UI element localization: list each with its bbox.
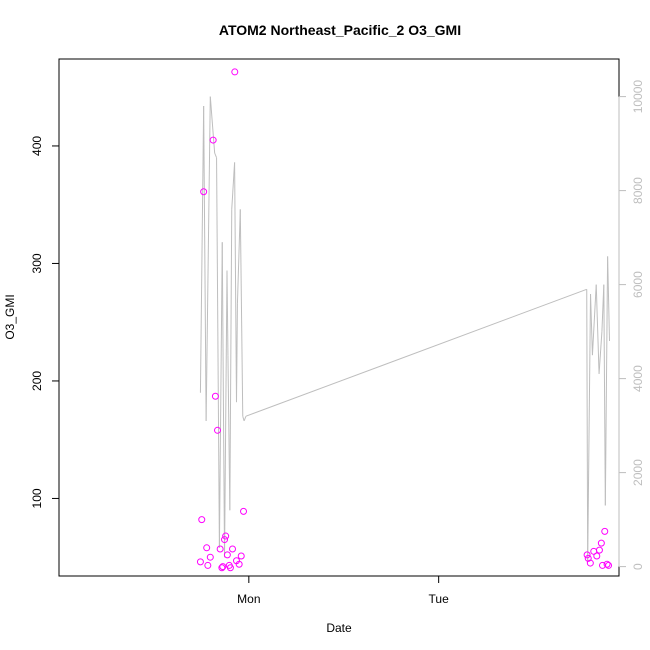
y-axis-label: O3_GMI — [3, 294, 17, 339]
data-point — [226, 564, 234, 572]
line-segment — [590, 293, 593, 356]
line-segment — [587, 293, 592, 562]
data-point — [214, 426, 222, 434]
line-segment — [209, 96, 216, 154]
x-tick-label: Tue — [429, 592, 450, 606]
y2-tick-label: 8000 — [631, 177, 645, 204]
line-segment — [607, 256, 611, 342]
line-segment — [604, 256, 609, 506]
primary-series-points — [196, 68, 613, 572]
data-point — [586, 559, 594, 567]
secondary-series-line — [199, 96, 611, 562]
data-point — [595, 546, 603, 554]
line-segment — [216, 157, 220, 548]
data-point — [222, 532, 230, 540]
line-segment — [226, 270, 229, 356]
data-point — [601, 527, 609, 535]
data-point — [583, 551, 591, 559]
plot-frame — [58, 58, 620, 577]
line-segment — [236, 209, 241, 304]
x-tick-label: Mon — [237, 592, 260, 606]
data-point — [231, 68, 239, 76]
line-segment — [595, 284, 600, 374]
data-point — [198, 516, 206, 524]
y-axis-left: 100 200 300 400 — [30, 136, 60, 508]
data-point — [597, 539, 605, 547]
line-segment — [218, 242, 223, 548]
y-tick-label: 200 — [30, 371, 44, 391]
y2-tick-label: 2000 — [631, 459, 645, 486]
line-segment — [235, 303, 238, 403]
data-point — [221, 536, 229, 544]
line-segment — [231, 162, 236, 210]
data-point — [200, 188, 208, 196]
data-point — [203, 544, 211, 552]
line-segment — [199, 105, 205, 393]
x-axis-label: Date — [326, 621, 352, 635]
x-axis: Mon Tue — [237, 576, 449, 606]
data-point — [196, 558, 204, 566]
data-point — [216, 545, 224, 553]
y-tick-label: 400 — [30, 136, 44, 156]
line-segment — [603, 284, 606, 506]
chart-title: ATOM2 Northeast_Pacific_2 O3_GMI — [219, 22, 461, 38]
data-point — [229, 545, 237, 553]
line-segment — [221, 242, 226, 558]
data-point — [209, 136, 217, 144]
data-point — [206, 553, 214, 561]
data-point — [605, 561, 613, 569]
data-point — [235, 560, 243, 568]
data-point — [223, 551, 231, 559]
data-point — [240, 507, 248, 515]
line-segment — [224, 270, 228, 558]
y2-tick-label: 0 — [631, 563, 645, 570]
line-segment — [245, 288, 587, 417]
line-segment — [214, 152, 218, 158]
line-segment — [203, 105, 207, 421]
y2-tick-label: 10000 — [631, 80, 645, 114]
data-point — [204, 561, 212, 569]
data-point — [211, 392, 219, 400]
data-point — [237, 552, 245, 560]
line-segment — [229, 209, 233, 511]
data-point — [603, 560, 611, 568]
line-segment — [234, 162, 237, 403]
line-segment — [205, 96, 211, 421]
y2-tick-label: 6000 — [631, 271, 645, 298]
line-segment — [239, 209, 244, 417]
line-segment — [598, 331, 603, 374]
line-segment — [591, 284, 597, 356]
data-point — [593, 552, 601, 560]
y-tick-label: 300 — [30, 253, 44, 273]
y2-tick-label: 4000 — [631, 365, 645, 392]
data-point — [218, 564, 226, 572]
line-segment — [243, 416, 247, 422]
y-axis-right: 0 2000 4000 6000 8000 10000 — [618, 80, 645, 570]
line-segment — [586, 289, 589, 562]
y-tick-label: 100 — [30, 488, 44, 508]
data-point — [219, 563, 227, 571]
